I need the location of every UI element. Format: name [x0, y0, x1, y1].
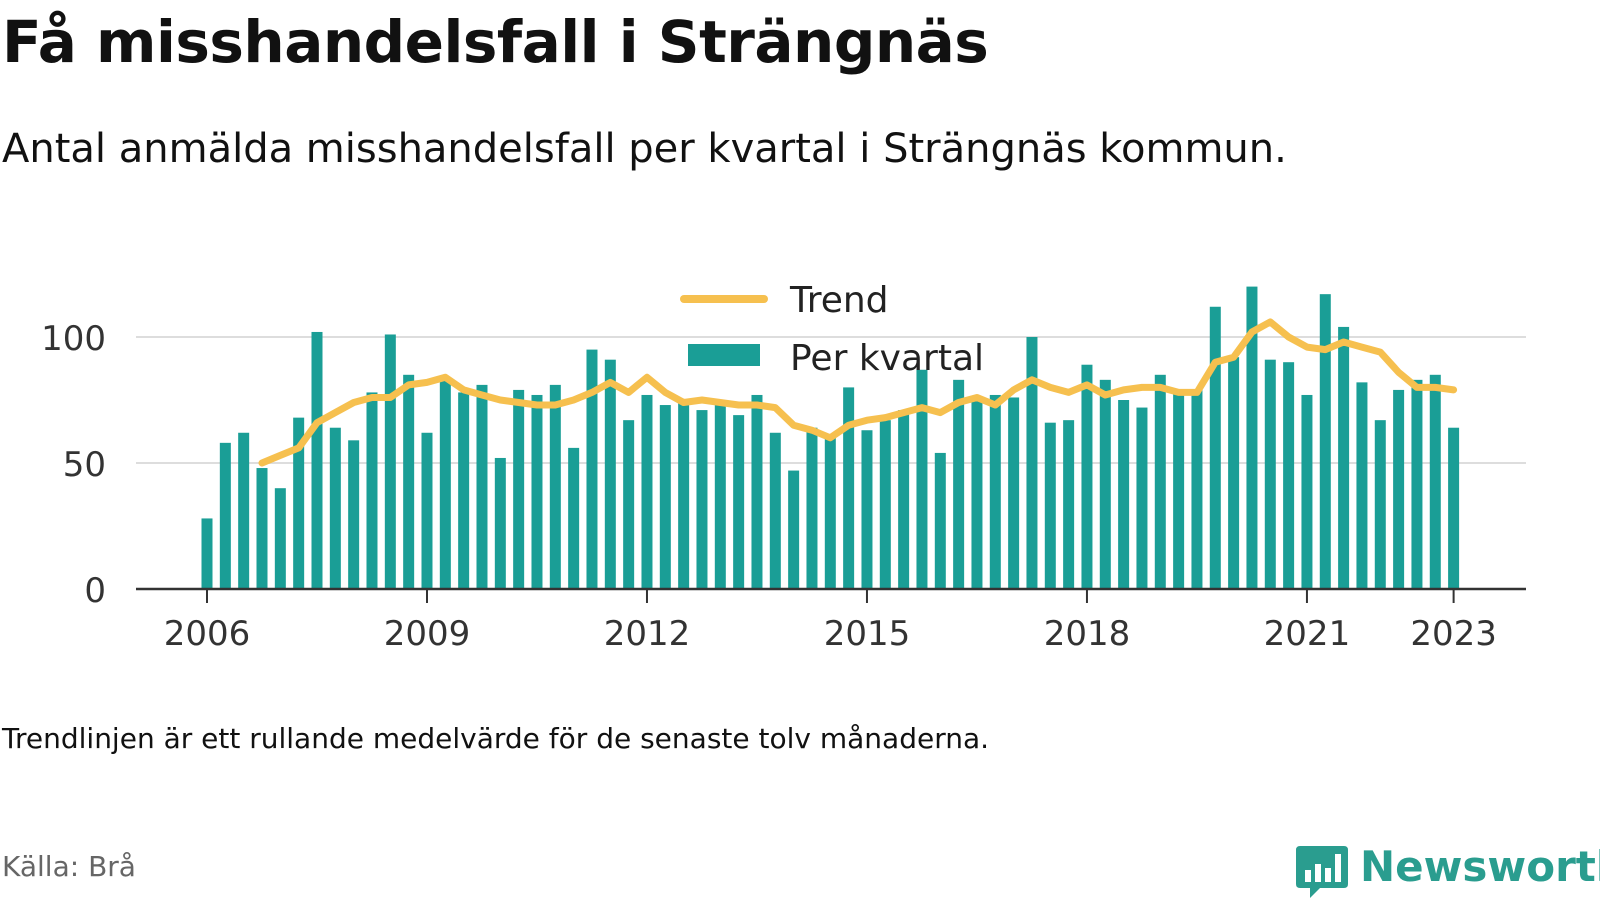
bar	[403, 374, 415, 589]
bar	[311, 331, 323, 589]
bar	[1393, 389, 1405, 589]
bar	[1173, 392, 1185, 589]
bars	[201, 286, 1460, 589]
bar	[219, 442, 231, 589]
y-tick-label: 50	[63, 445, 106, 485]
bar	[714, 405, 726, 589]
bar	[843, 387, 855, 589]
bar	[568, 447, 580, 589]
bar-chart-speech-bubble-icon	[1296, 846, 1348, 898]
x-tick-label: 2009	[384, 614, 471, 654]
bar	[879, 420, 891, 589]
bar	[366, 392, 378, 589]
bar	[1356, 382, 1368, 589]
bar	[1319, 294, 1331, 589]
bar	[549, 384, 561, 589]
bar	[1338, 326, 1350, 589]
bar	[1136, 407, 1148, 589]
bar	[531, 394, 543, 589]
brand-name: Newsworthy	[1360, 842, 1600, 891]
x-tick-label: 2006	[164, 614, 251, 654]
bar	[788, 470, 800, 589]
bar	[421, 432, 433, 589]
bar	[293, 417, 305, 589]
bar	[751, 394, 763, 589]
bar	[1081, 364, 1093, 589]
bar	[476, 384, 488, 589]
bar	[1228, 357, 1240, 589]
bar	[696, 410, 708, 589]
bar	[678, 402, 690, 589]
bar	[348, 440, 360, 589]
bar	[238, 432, 250, 589]
bar	[1191, 389, 1203, 589]
bar	[1411, 379, 1423, 589]
bar	[586, 349, 598, 589]
bar	[494, 457, 506, 589]
bar	[1044, 422, 1056, 589]
trend-line-group	[258, 318, 1458, 467]
axes: 0 50 100 2006 2009 2012 2015 2018 2021 2023	[41, 319, 1526, 654]
y-tick-label: 100	[41, 319, 106, 359]
bar	[1209, 306, 1221, 589]
bar	[971, 400, 983, 589]
bar	[733, 415, 745, 589]
bar	[1448, 427, 1460, 589]
bar	[1118, 400, 1130, 589]
x-tick-label: 2021	[1264, 614, 1351, 654]
bar	[384, 334, 396, 589]
bar	[1301, 394, 1313, 589]
bar	[898, 410, 910, 589]
chart-title: Få misshandelsfall i Strängnäs	[2, 8, 989, 76]
bar	[1099, 379, 1111, 589]
bar	[824, 437, 836, 589]
x-tick-label: 2012	[604, 614, 691, 654]
bar	[513, 389, 525, 589]
bar	[1026, 337, 1038, 589]
bar	[623, 420, 635, 589]
bar	[604, 359, 616, 589]
legend: Trend Per kvartal	[680, 280, 984, 379]
x-tick-label: 2018	[1044, 614, 1131, 654]
bar	[641, 394, 653, 589]
trend-line	[258, 318, 1458, 467]
bar	[329, 427, 341, 589]
bar	[274, 488, 286, 589]
bar	[458, 392, 470, 589]
chart-area: 0 50 100 2006 2009 2012 2015 2018 2021 2023 Trend…	[41, 280, 1526, 654]
bar	[953, 379, 965, 589]
bar	[201, 518, 213, 589]
bar	[806, 427, 818, 589]
y-tick-label: 0	[84, 571, 106, 611]
legend-bars-label: Per kvartal	[790, 338, 984, 379]
legend-bars-swatch	[688, 344, 760, 366]
bar	[1154, 374, 1166, 589]
bar	[934, 452, 946, 589]
bar	[1374, 420, 1386, 589]
bar	[769, 432, 781, 589]
legend-trend-label: Trend	[789, 280, 889, 321]
x-tick-label: 2023	[1410, 614, 1497, 654]
chart-subtitle: Antal anmälda misshandelsfall per kvarta…	[2, 126, 1287, 172]
footnote: Trendlinjen är ett rullande medelvärde f…	[2, 722, 990, 755]
bar	[1264, 359, 1276, 589]
bar	[1246, 286, 1258, 589]
bar	[1283, 362, 1295, 589]
bar	[1429, 374, 1441, 589]
x-tick-label: 2015	[824, 614, 911, 654]
bar	[659, 405, 671, 589]
bar	[861, 430, 873, 589]
bar	[916, 369, 928, 589]
bar	[256, 468, 268, 589]
bar	[1008, 397, 1020, 589]
bar	[439, 377, 451, 589]
bar	[1063, 420, 1075, 589]
bar	[989, 394, 1001, 589]
brand: Newsworthy	[1294, 842, 1600, 900]
source-note: Källa: Brå	[2, 850, 136, 883]
